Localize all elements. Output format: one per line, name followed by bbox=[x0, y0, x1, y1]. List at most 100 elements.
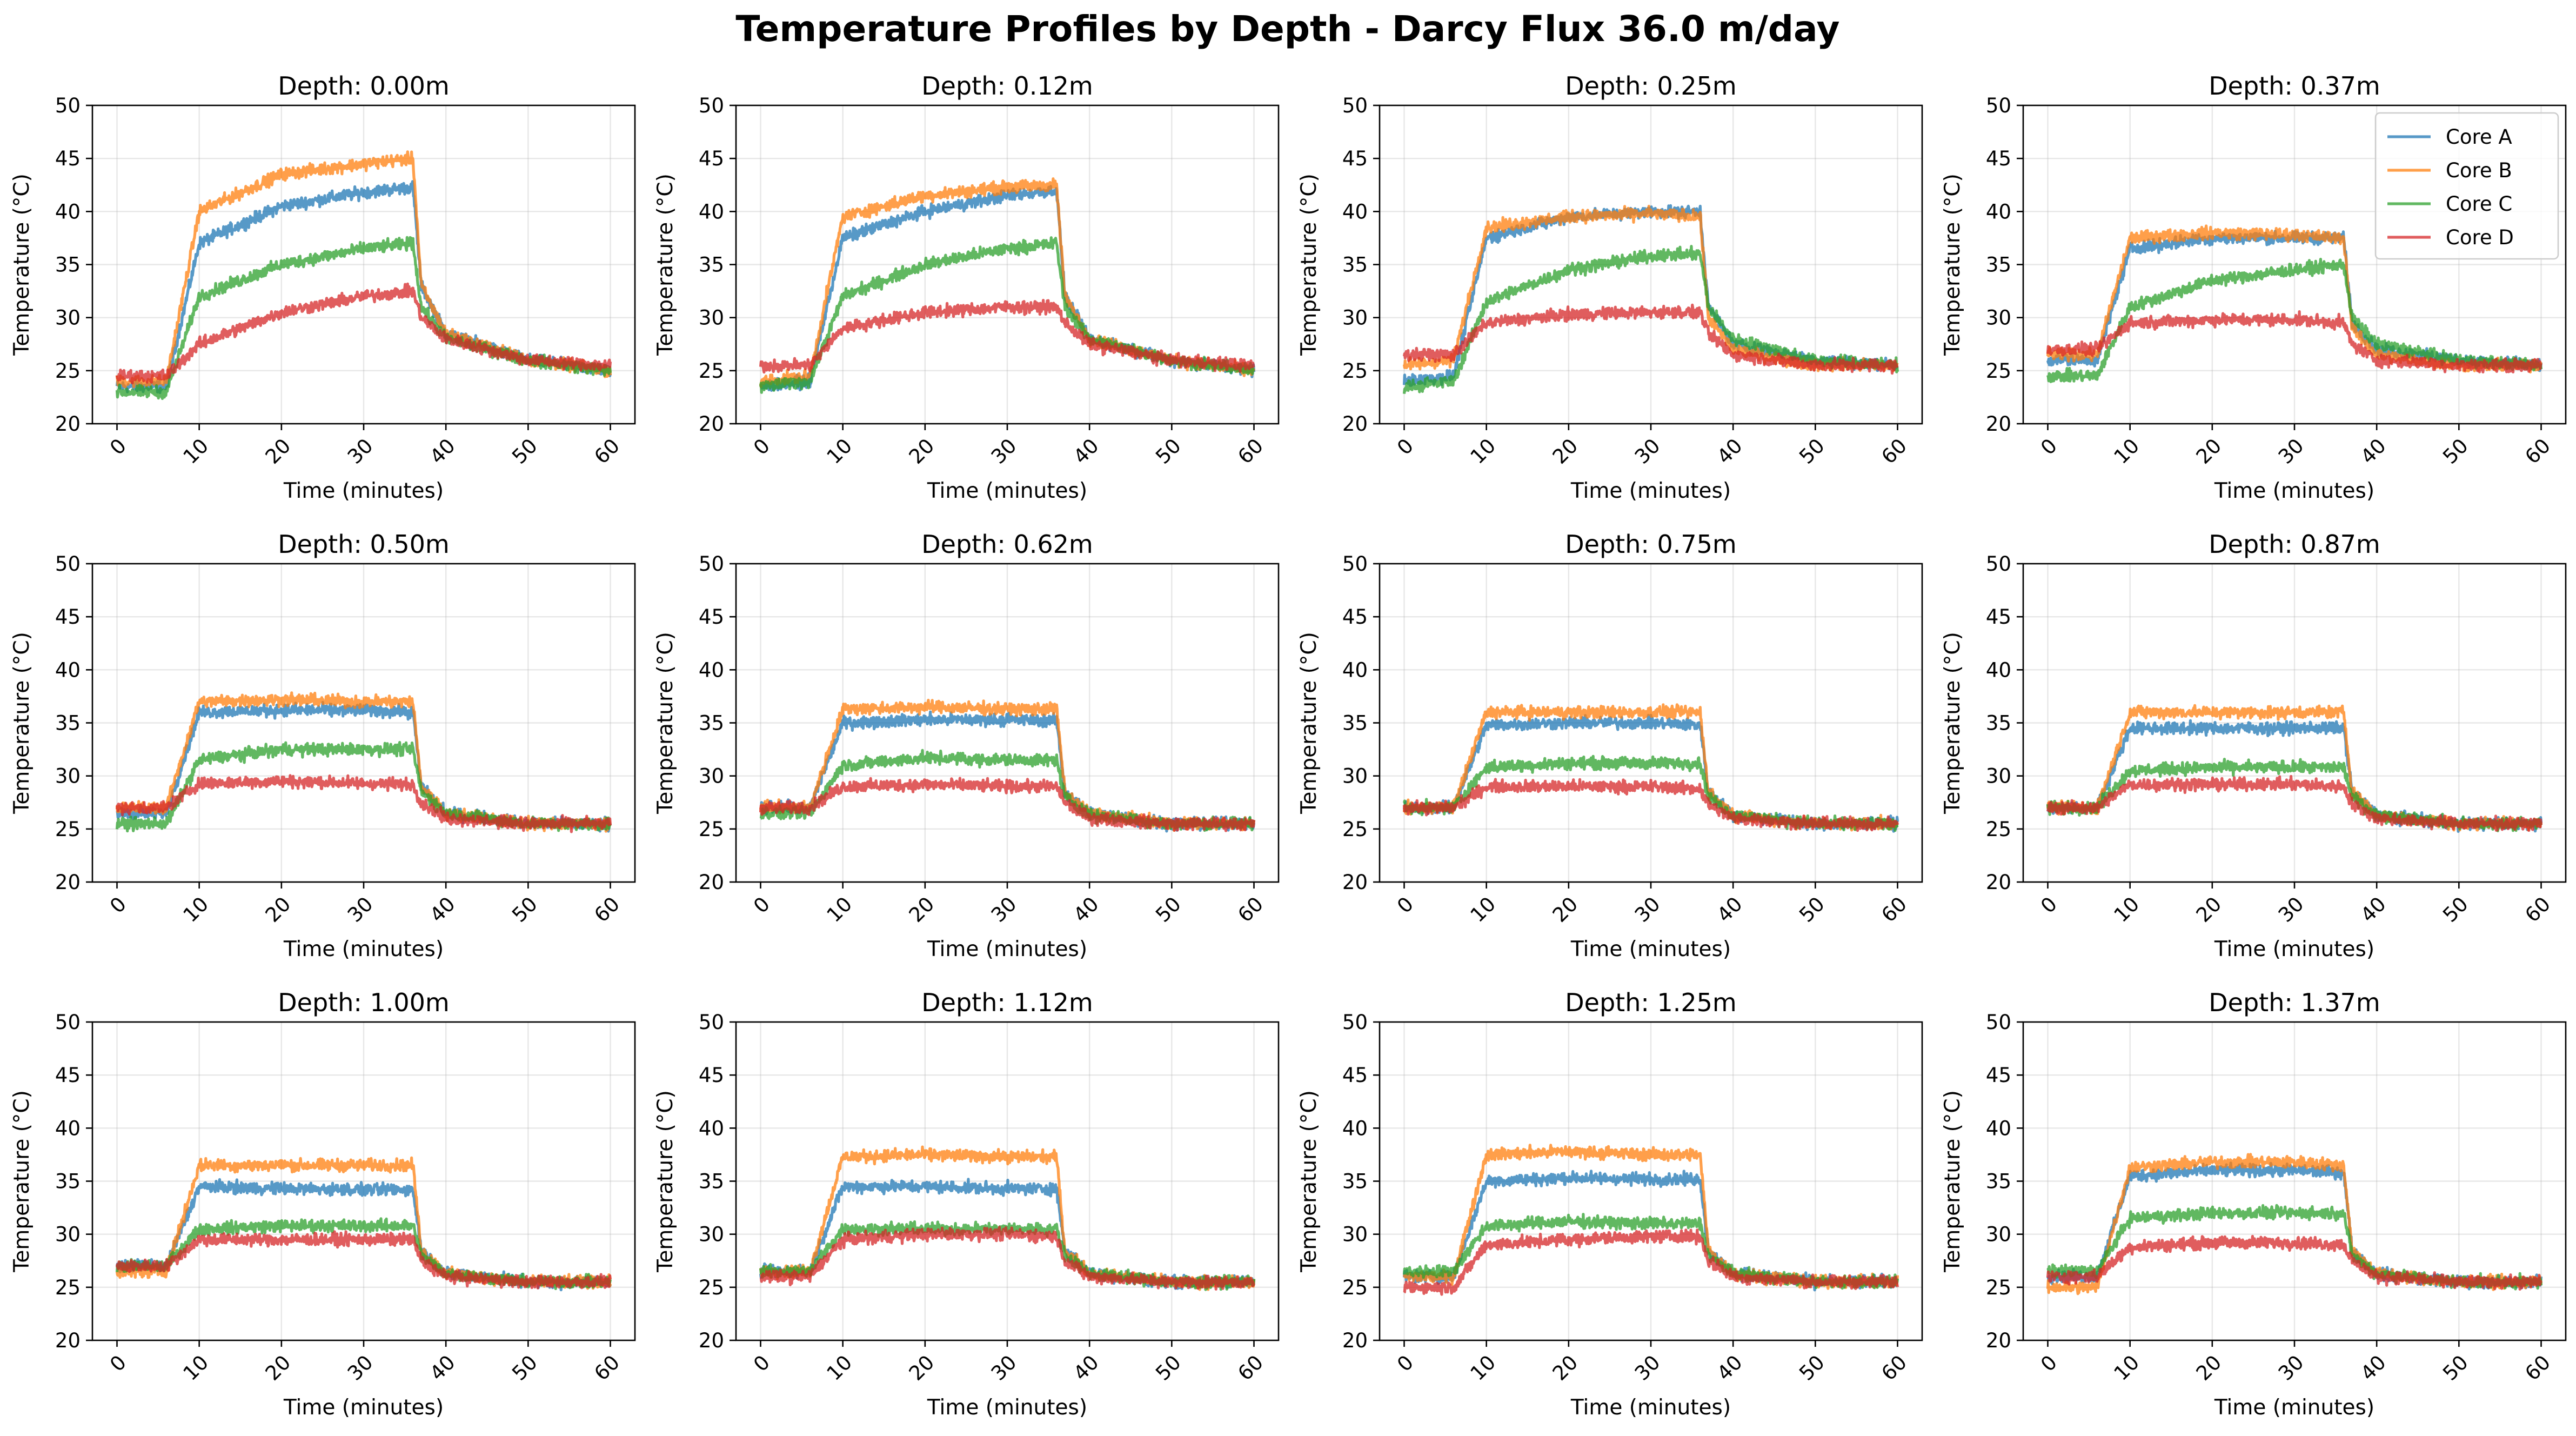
y-axis-label: Temperature (°C) bbox=[653, 632, 678, 814]
x-axis-label: Time (minutes) bbox=[283, 479, 444, 503]
legend-label: Core B bbox=[2446, 159, 2512, 182]
x-axis-label: Time (minutes) bbox=[927, 479, 1087, 503]
y-tick-label: 45 bbox=[1986, 1064, 2011, 1087]
y-tick-label: 25 bbox=[55, 1276, 81, 1299]
y-tick-label: 20 bbox=[1986, 412, 2011, 436]
x-axis-label: Time (minutes) bbox=[927, 1395, 1087, 1420]
y-tick-label: 30 bbox=[55, 765, 81, 788]
y-tick-label: 25 bbox=[1986, 818, 2011, 841]
y-tick-label: 45 bbox=[699, 1064, 724, 1087]
y-tick-label: 25 bbox=[1342, 1276, 1368, 1299]
y-tick-label: 35 bbox=[699, 253, 724, 277]
y-tick-label: 25 bbox=[55, 818, 81, 841]
legend-label: Core C bbox=[2446, 192, 2512, 216]
y-tick-label: 30 bbox=[1986, 306, 2011, 330]
x-axis-label: Time (minutes) bbox=[927, 937, 1087, 961]
y-tick-label: 45 bbox=[1342, 147, 1368, 170]
y-tick-label: 40 bbox=[55, 200, 81, 223]
y-tick-label: 30 bbox=[55, 1223, 81, 1246]
y-tick-label: 45 bbox=[55, 605, 81, 629]
y-axis-label: Temperature (°C) bbox=[653, 1090, 678, 1273]
y-axis-label: Temperature (°C) bbox=[653, 173, 678, 356]
y-tick-label: 45 bbox=[699, 605, 724, 629]
x-axis-label: Time (minutes) bbox=[2214, 1395, 2374, 1420]
y-tick-label: 40 bbox=[1342, 200, 1368, 223]
series-line bbox=[2046, 258, 2543, 383]
y-tick-label: 30 bbox=[1986, 1223, 2011, 1246]
x-axis-label: Time (minutes) bbox=[1570, 937, 1731, 961]
y-tick-label: 20 bbox=[699, 871, 724, 894]
y-tick-label: 50 bbox=[55, 552, 81, 576]
y-axis-label: Temperature (°C) bbox=[1941, 1090, 1965, 1273]
y-tick-label: 40 bbox=[1986, 200, 2011, 223]
y-tick-label: 25 bbox=[699, 818, 724, 841]
y-tick-label: 35 bbox=[1986, 1170, 2011, 1193]
y-tick-label: 40 bbox=[1342, 1117, 1368, 1140]
y-tick-label: 20 bbox=[699, 1329, 724, 1352]
x-axis-label: Time (minutes) bbox=[1570, 479, 1731, 503]
y-tick-label: 50 bbox=[1986, 552, 2011, 576]
series-line bbox=[115, 774, 612, 833]
panel-title: Depth: 1.00m bbox=[278, 988, 449, 1017]
y-tick-label: 25 bbox=[699, 359, 724, 383]
panel-title: Depth: 0.37m bbox=[2209, 71, 2380, 101]
y-tick-label: 50 bbox=[699, 1011, 724, 1034]
y-tick-label: 35 bbox=[699, 712, 724, 735]
figure-title: Temperature Profiles by Depth - Darcy Fl… bbox=[735, 8, 1839, 50]
y-tick-label: 50 bbox=[1342, 94, 1368, 117]
x-axis-label: Time (minutes) bbox=[283, 1395, 444, 1420]
y-tick-label: 20 bbox=[1342, 1329, 1368, 1352]
y-tick-label: 40 bbox=[1342, 658, 1368, 682]
y-axis-label: Temperature (°C) bbox=[1297, 173, 1321, 356]
y-axis-label: Temperature (°C) bbox=[10, 173, 34, 356]
y-tick-label: 20 bbox=[1986, 871, 2011, 894]
y-tick-label: 40 bbox=[699, 200, 724, 223]
panel-title: Depth: 0.00m bbox=[278, 71, 449, 101]
y-tick-label: 40 bbox=[55, 658, 81, 682]
series-line bbox=[1402, 245, 1899, 394]
y-tick-label: 50 bbox=[1986, 1011, 2011, 1034]
series-line bbox=[1402, 303, 1899, 375]
y-tick-label: 30 bbox=[699, 1223, 724, 1246]
y-tick-label: 45 bbox=[55, 147, 81, 170]
panel-title: Depth: 0.62m bbox=[921, 530, 1093, 559]
panel-title: Depth: 0.75m bbox=[1565, 530, 1736, 559]
y-tick-label: 20 bbox=[55, 412, 81, 436]
y-tick-label: 45 bbox=[1986, 605, 2011, 629]
y-tick-label: 35 bbox=[55, 712, 81, 735]
legend: Core A Core B Core C Core D bbox=[2374, 112, 2559, 260]
y-axis-label: Temperature (°C) bbox=[1297, 632, 1321, 814]
y-tick-label: 30 bbox=[1342, 765, 1368, 788]
y-tick-label: 20 bbox=[1342, 412, 1368, 436]
series-line bbox=[1403, 1228, 1899, 1296]
panel-title: Depth: 0.25m bbox=[1565, 71, 1736, 101]
panel-title: Depth: 0.50m bbox=[278, 530, 449, 559]
x-axis-label: Time (minutes) bbox=[283, 937, 444, 961]
y-tick-label: 35 bbox=[1986, 253, 2011, 277]
y-tick-label: 35 bbox=[55, 253, 81, 277]
y-tick-label: 35 bbox=[55, 1170, 81, 1193]
y-tick-label: 35 bbox=[1342, 1170, 1368, 1193]
y-tick-label: 45 bbox=[1342, 605, 1368, 629]
panel-title: Depth: 0.87m bbox=[2209, 530, 2380, 559]
y-axis-label: Temperature (°C) bbox=[10, 1090, 34, 1273]
y-tick-label: 30 bbox=[1986, 765, 2011, 788]
series-line bbox=[2046, 310, 2542, 373]
y-tick-label: 25 bbox=[1986, 359, 2011, 383]
panel-title: Depth: 1.37m bbox=[2209, 988, 2380, 1017]
y-tick-label: 50 bbox=[699, 552, 724, 576]
y-axis-label: Temperature (°C) bbox=[1297, 1090, 1321, 1273]
y-axis-label: Temperature (°C) bbox=[1941, 632, 1965, 814]
y-tick-label: 35 bbox=[1342, 712, 1368, 735]
x-axis-label: Time (minutes) bbox=[2214, 479, 2374, 503]
panel-title: Depth: 1.12m bbox=[921, 988, 1093, 1017]
y-tick-label: 30 bbox=[699, 765, 724, 788]
y-tick-label: 30 bbox=[1342, 306, 1368, 330]
y-tick-label: 20 bbox=[55, 871, 81, 894]
